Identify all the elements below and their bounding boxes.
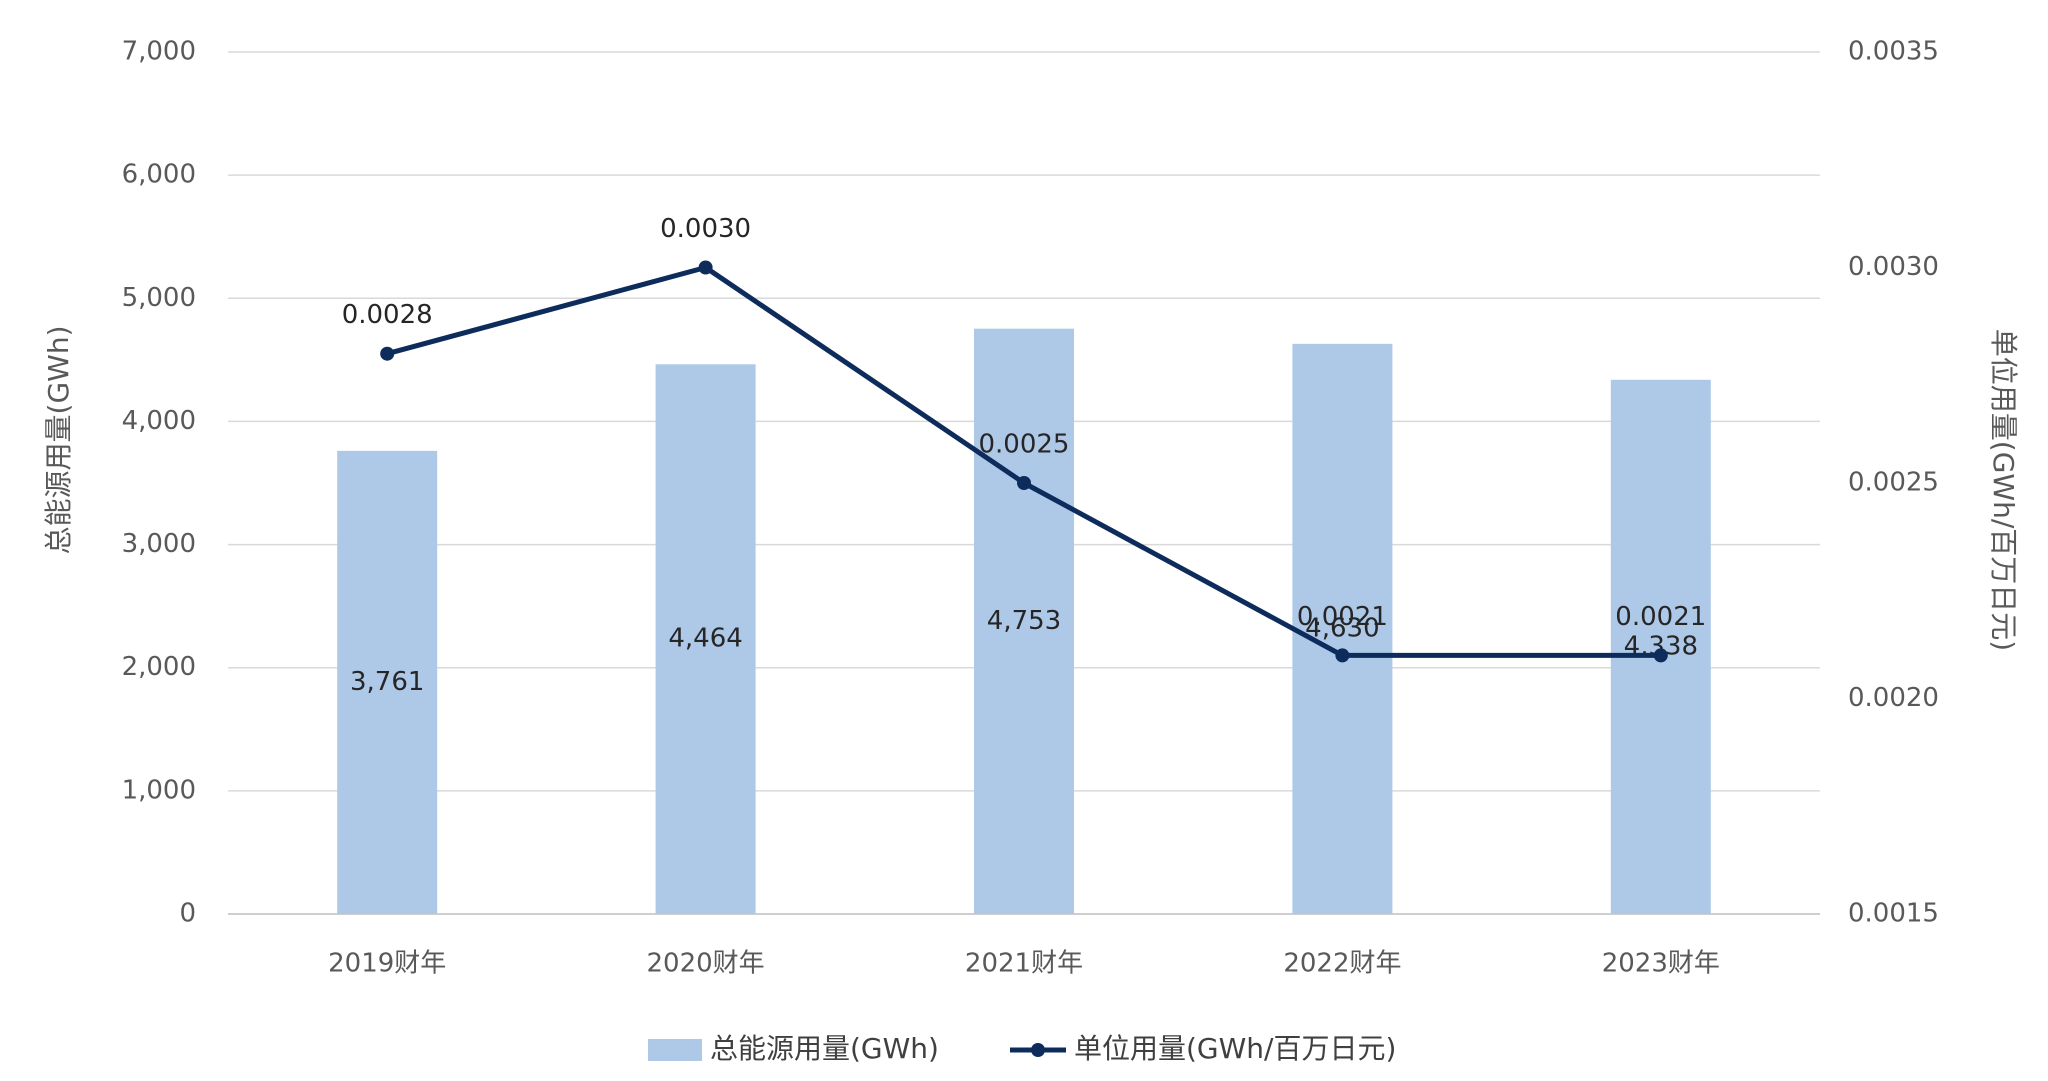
left-tick-label: 3,000	[122, 529, 196, 559]
right-axis-title: 单位用量(GWh/百万日元)	[1987, 329, 2020, 651]
legend-bar-swatch	[648, 1039, 702, 1061]
line-series: 0.0028 0.0030 0.0025 0.0021 0.0021	[342, 214, 1706, 663]
line-data-label: 0.0028	[342, 300, 433, 330]
bar-data-label: 4,753	[987, 606, 1061, 636]
legend-bar-label: 总能源用量(GWh)	[710, 1032, 939, 1065]
legend-line-marker	[1031, 1043, 1045, 1057]
bar-data-label: 3,761	[350, 667, 424, 697]
bar-data-label: 4,464	[668, 624, 742, 654]
left-tick-label: 4,000	[122, 406, 196, 436]
right-tick-label: 0.0015	[1848, 899, 1939, 929]
line-point	[1653, 648, 1668, 663]
line-data-label: 0.0025	[979, 430, 1070, 460]
bar	[655, 364, 756, 914]
x-axis-ticks: 2019财年 2020财年 2021财年 2022财年 2023财年	[328, 949, 1720, 979]
legend-line-label: 单位用量(GWh/百万日元)	[1074, 1032, 1396, 1065]
right-tick-label: 0.0020	[1848, 683, 1939, 713]
right-tick-label: 0.0025	[1848, 468, 1939, 498]
bar	[974, 328, 1074, 914]
left-tick-label: 0	[179, 899, 196, 929]
x-tick-label: 2019财年	[328, 949, 446, 979]
line-data-label: 0.0030	[660, 214, 751, 244]
left-tick-label: 5,000	[122, 283, 196, 313]
bar	[337, 450, 438, 914]
x-tick-label: 2021财年	[965, 949, 1083, 979]
right-tick-label: 0.0035	[1848, 37, 1939, 67]
left-tick-label: 1,000	[122, 775, 196, 805]
left-axis-ticks: 0 1,000 2,000 3,000 4,000 5,000 6,000 7,000	[122, 37, 196, 929]
left-tick-label: 6,000	[122, 160, 196, 190]
left-tick-label: 7,000	[122, 37, 196, 67]
left-tick-label: 2,000	[122, 652, 196, 682]
x-tick-label: 2022财年	[1283, 949, 1401, 979]
left-axis-title: 总能源用量(GWh)	[42, 326, 75, 555]
right-axis-ticks: 0.0015 0.0020 0.0025 0.0030 0.0035	[1848, 37, 1939, 929]
line-point	[380, 346, 395, 361]
x-tick-label: 2020财年	[647, 949, 765, 979]
bar-data-label: 4,630	[1305, 613, 1379, 643]
bar	[1292, 343, 1393, 914]
line-point	[1017, 476, 1031, 490]
x-tick-label: 2023财年	[1602, 949, 1720, 979]
line-data-label: 0.0021	[1297, 602, 1388, 632]
bar	[1610, 379, 1711, 914]
line-data-label: 0.0021	[1615, 602, 1706, 632]
legend: 总能源用量(GWh) 单位用量(GWh/百万日元)	[648, 1032, 1396, 1065]
line-point	[1335, 648, 1350, 663]
right-tick-label: 0.0030	[1848, 252, 1939, 282]
line-point	[698, 260, 713, 275]
